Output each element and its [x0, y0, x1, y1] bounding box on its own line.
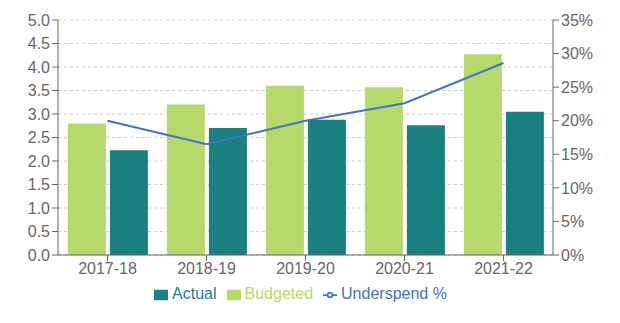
svg-text:2021-22: 2021-22 — [474, 260, 533, 277]
svg-text:10%: 10% — [561, 180, 593, 197]
svg-text:0%: 0% — [561, 247, 584, 264]
svg-text:20%: 20% — [561, 112, 593, 129]
svg-text:2020-21: 2020-21 — [375, 260, 434, 277]
svg-text:0.5: 0.5 — [28, 223, 50, 240]
svg-text:2.0: 2.0 — [28, 153, 50, 170]
svg-text:4.0: 4.0 — [28, 59, 50, 76]
svg-text:1.0: 1.0 — [28, 200, 50, 217]
html-text:Actual: Actual — [172, 285, 217, 302]
svg-text:5%: 5% — [561, 213, 584, 230]
svg-text:5.0: 5.0 — [28, 12, 50, 29]
svg-text:2018-19: 2018-19 — [177, 260, 236, 277]
html-text:Underspend %: Underspend % — [341, 285, 447, 302]
svg-text:15%: 15% — [561, 146, 593, 163]
svg-text:2.5: 2.5 — [28, 129, 50, 146]
svg-text:35%: 35% — [561, 12, 593, 29]
svg-text:2017-18: 2017-18 — [78, 260, 137, 277]
svg-text:4.5: 4.5 — [28, 35, 50, 52]
svg-text:2019-20: 2019-20 — [276, 260, 335, 277]
svg-text:3.0: 3.0 — [28, 106, 50, 123]
svg-text:25%: 25% — [561, 79, 593, 96]
svg-text:30%: 30% — [561, 45, 593, 62]
html-text:Budgeted: Budgeted — [244, 285, 314, 302]
svg-text:0.0: 0.0 — [28, 247, 50, 264]
svg-text:1.5: 1.5 — [28, 176, 50, 193]
svg-text:3.5: 3.5 — [28, 82, 50, 99]
